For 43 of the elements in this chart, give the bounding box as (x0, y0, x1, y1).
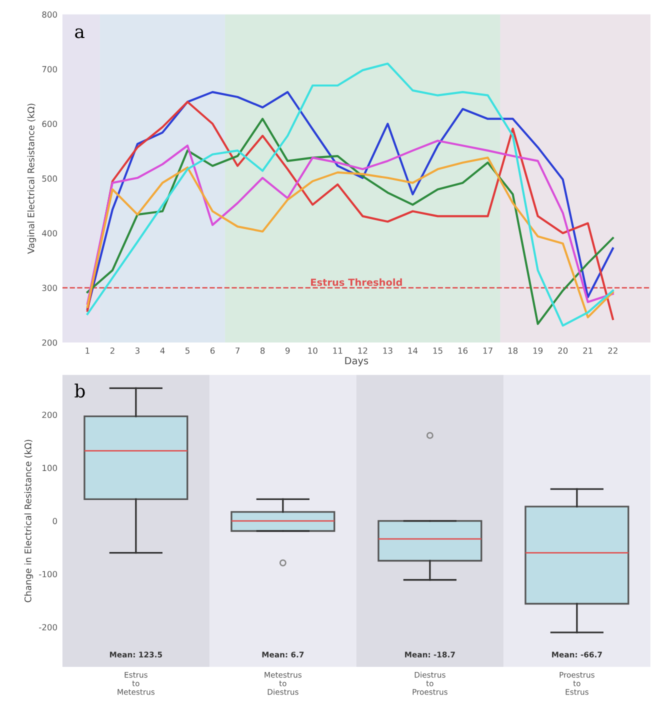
line-series (86, 140, 614, 305)
x-tick-label: 20 (558, 347, 568, 354)
x-tick-label: 14 (408, 348, 418, 354)
x-tick-label: 16 (458, 347, 468, 354)
y-axis-title: Change in Electrical Resistance (kΩ) (24, 440, 34, 602)
x-tick-label: 21 (583, 347, 592, 354)
x-tick-label: 18 (508, 347, 518, 354)
x-tick-label: 12 (358, 347, 368, 354)
y-tick-label: 500 (42, 175, 57, 182)
y-tick-label: 600 (42, 120, 57, 128)
y-tick-label: 800 (42, 11, 57, 18)
y-tick-label: -200 (39, 624, 57, 630)
y-axis-title: Vaginal Electrical Resistance (kΩ) (27, 104, 36, 254)
x-tick-label: 7 (236, 348, 240, 354)
x-tick-label: 10 (308, 347, 318, 354)
annotation: a (75, 28, 84, 38)
y-tick-label: 200 (42, 339, 57, 346)
x-axis-title: Days (345, 357, 368, 366)
y-tick-label: -100 (39, 570, 57, 578)
x-tick-label: 3 (135, 347, 140, 354)
x-tick-label: 22 (608, 347, 618, 354)
y-tick-label: 200 (42, 412, 57, 418)
x-tick-label: 15 (433, 348, 442, 354)
x-tick-label: 19 (533, 347, 543, 354)
line-series (86, 62, 614, 327)
y-tick-label: 300 (42, 284, 57, 292)
x-tick-label: 13 (383, 347, 392, 354)
x-tick-label: 9 (285, 347, 290, 354)
x-tick-label: 5 (186, 348, 190, 354)
x-tick-label: 11 (333, 348, 342, 354)
x-tick-label: 1 (86, 348, 90, 354)
y-tick-label: 400 (42, 230, 57, 236)
y-tick-label: 100 (42, 464, 57, 472)
y-tick-label: 0 (52, 518, 57, 524)
x-tick-label: 8 (260, 347, 265, 354)
line-series (86, 156, 614, 318)
annotation: b (74, 384, 85, 398)
x-tick-label: 2 (110, 347, 114, 354)
ref-line-label: Estrus Threshold (311, 278, 402, 286)
x-tick-label: 17 (483, 348, 492, 354)
y-tick-label: 700 (42, 66, 57, 72)
x-tick-label: 4 (160, 348, 165, 354)
x-tick-label: 6 (210, 347, 215, 354)
